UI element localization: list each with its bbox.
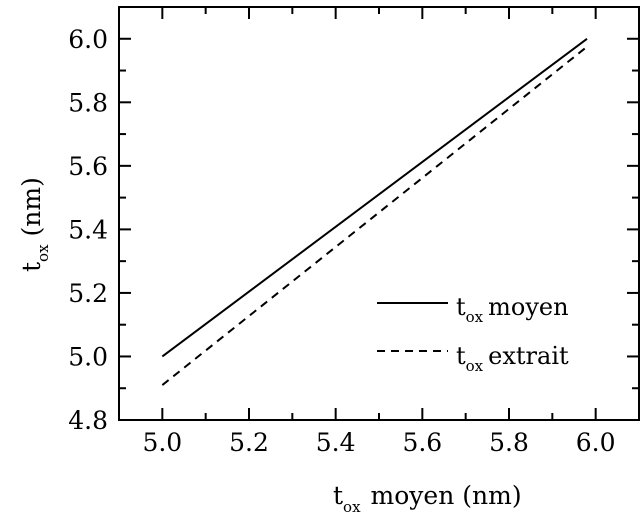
y-tick-label: 4.8 (68, 406, 108, 435)
legend: tox moyen tox extrait (377, 293, 569, 375)
x-tick-label: 5.2 (229, 428, 269, 457)
y-axis-title: tox(nm) (17, 177, 52, 272)
y-tick-label: 5.6 (68, 152, 108, 181)
x-tick-label: 5.8 (489, 428, 529, 457)
x-axis-title: tox moyen (nm) (333, 481, 522, 516)
y-tick-label: 6.0 (68, 25, 108, 54)
legend-label-moyen: tox moyen (456, 293, 569, 326)
series-lines (161, 37, 588, 386)
series-line-dashed (161, 45, 588, 386)
y-tick-label: 5.4 (68, 215, 108, 244)
x-axis-ticks: 5.0 5.2 5.4 5.6 5.8 6.0 (118, 7, 640, 457)
x-tick-label: 5.6 (402, 428, 442, 457)
x-tick-label: 6.0 (576, 428, 616, 457)
x-tick-label: 5.4 (316, 428, 356, 457)
y-tick-label: 5.0 (68, 342, 108, 371)
y-tick-label: 5.2 (68, 279, 108, 308)
legend-label-extrait: tox extrait (456, 342, 569, 375)
series-line-solid (161, 37, 588, 358)
x-tick-label: 5.0 (142, 428, 182, 457)
y-axis-ticks: 4.8 5.0 5.2 5.4 5.6 5.8 6.0 (68, 6, 639, 435)
y-tick-label: 5.8 (68, 88, 108, 117)
